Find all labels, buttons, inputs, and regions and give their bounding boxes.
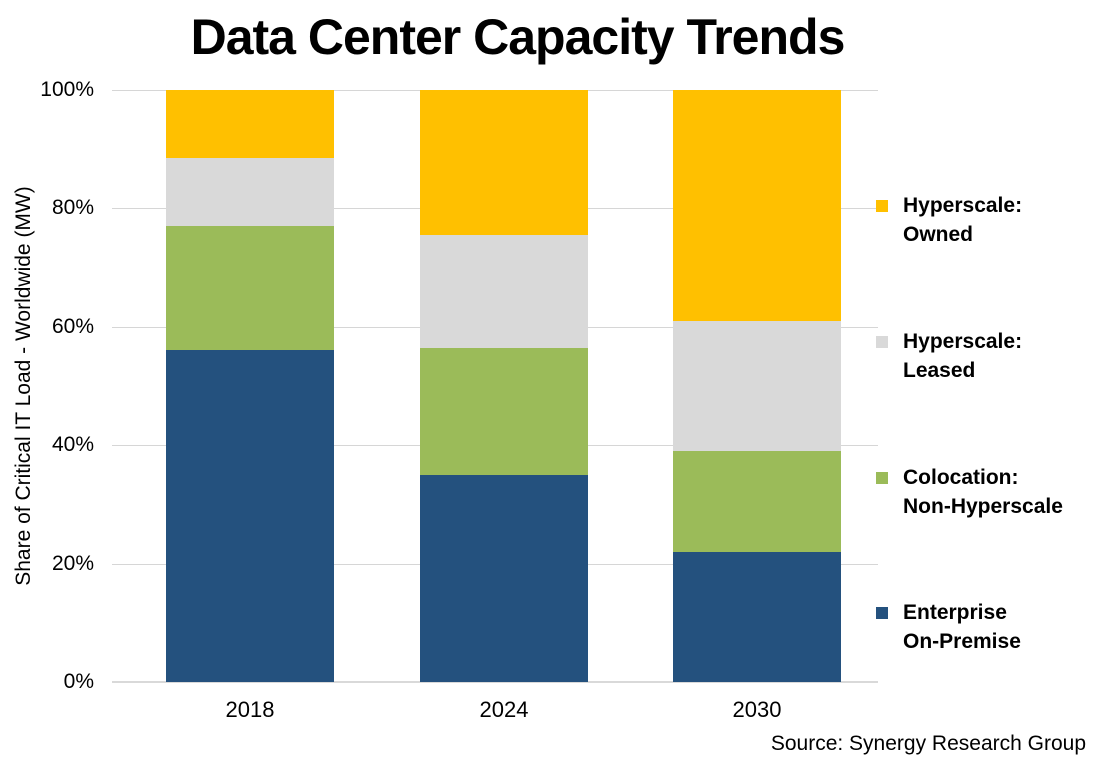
y-tick-label-60%: 60% xyxy=(51,314,94,338)
y-tick-label-0%: 0% xyxy=(63,670,94,693)
y-tick-label-80%: 80% xyxy=(51,196,94,220)
bar-2024-segment-enterprise-on-premise xyxy=(420,474,588,682)
legend-label: Hyperscale: Owned xyxy=(903,194,1023,246)
legend-item-enterprise-on-premise: Enterprise On-Premise xyxy=(876,599,1021,657)
x-axis-line xyxy=(112,681,878,683)
bar-2030-segment-enterprise-on-premise xyxy=(673,551,841,682)
x-label-2024: 2024 xyxy=(479,697,529,722)
bar-2018-segment-colocation-non-hyperscale xyxy=(166,226,334,351)
legend-swatch-icon xyxy=(876,607,888,619)
bar-2024-segment-hyperscale-leased xyxy=(420,235,588,348)
legend-item-colocation-non-hyperscale: Colocation: Non-Hyperscale xyxy=(876,464,1063,522)
bar-2024 xyxy=(420,90,588,682)
bar-2030 xyxy=(673,90,841,682)
legend-swatch-icon xyxy=(876,200,888,212)
legend-label: Enterprise On-Premise xyxy=(903,601,1021,653)
y-tick-label-20%: 20% xyxy=(51,551,94,575)
y-tick-label-40%: 40% xyxy=(51,433,94,457)
y-tick-label-100%: 100% xyxy=(40,78,94,101)
bar-2030-segment-hyperscale-owned xyxy=(673,90,841,321)
bar-2018 xyxy=(166,90,334,682)
source-credit: Source: Synergy Research Group xyxy=(770,732,1086,755)
y-axis-title: Share of Critical IT Load - Worldwide (M… xyxy=(12,186,35,586)
legend-swatch-icon xyxy=(876,472,888,484)
bar-2018-segment-hyperscale-leased xyxy=(166,158,334,227)
bar-2018-segment-hyperscale-owned xyxy=(166,90,334,159)
plot-area xyxy=(112,90,878,683)
legend-item-hyperscale-leased: Hyperscale: Leased xyxy=(876,328,1022,386)
legend: Hyperscale: Owned Hyperscale: Leased Colocat… xyxy=(876,0,1102,700)
x-label-2018: 2018 xyxy=(225,697,275,722)
x-label-2030: 2030 xyxy=(732,697,782,722)
legend-label: Hyperscale: Leased xyxy=(903,330,1023,382)
bar-2030-segment-colocation-non-hyperscale xyxy=(673,451,841,552)
legend-swatch-icon xyxy=(876,336,888,348)
legend-item-hyperscale-owned: Hyperscale: Owned xyxy=(876,192,1022,250)
legend-label: Colocation: Non-Hyperscale xyxy=(903,466,1063,518)
bar-2024-segment-colocation-non-hyperscale xyxy=(420,347,588,475)
bar-2030-segment-hyperscale-leased xyxy=(673,320,841,452)
bar-2018-segment-enterprise-on-premise xyxy=(166,350,334,682)
bar-2024-segment-hyperscale-owned xyxy=(420,90,588,236)
chart-title: Data Center Capacity Trends xyxy=(190,9,846,65)
